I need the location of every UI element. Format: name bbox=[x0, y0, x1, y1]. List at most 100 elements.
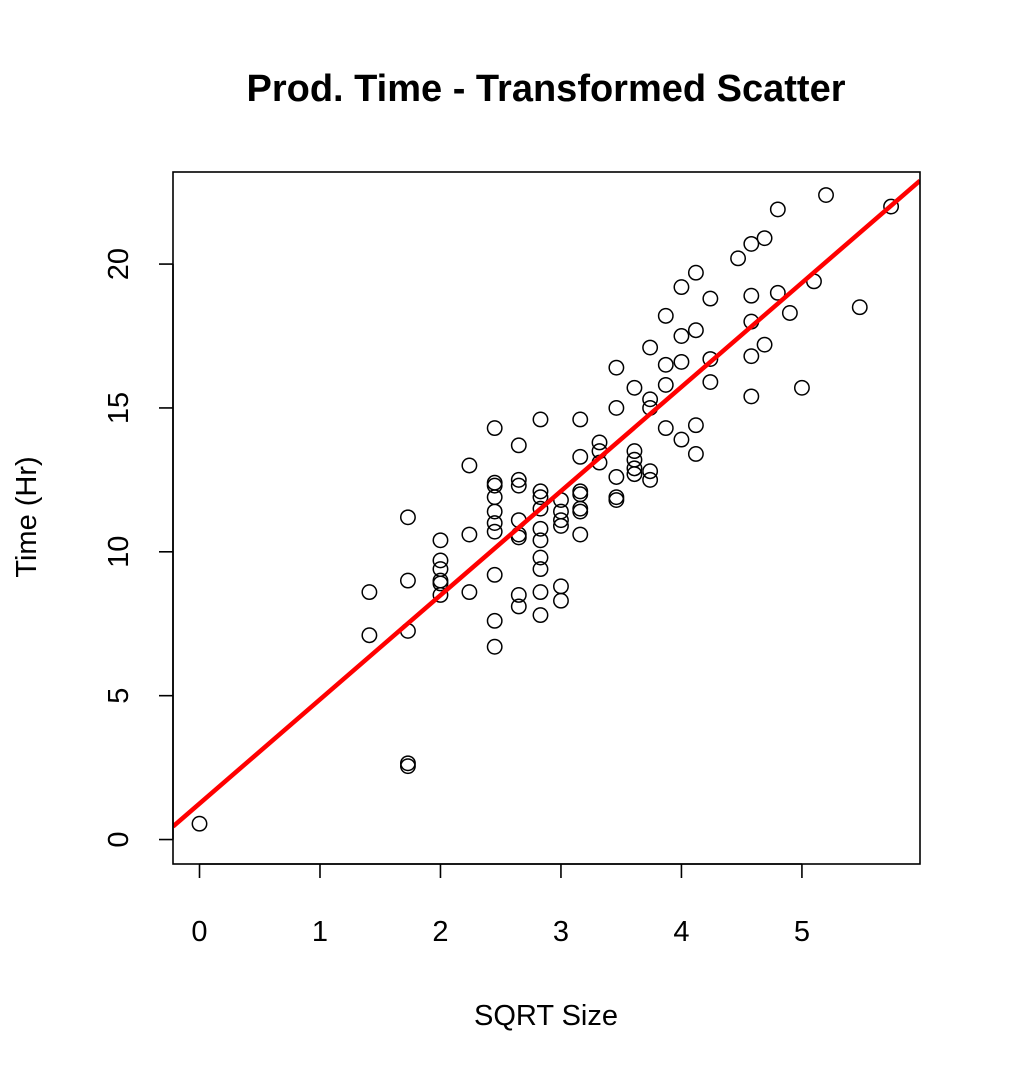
data-point-89 bbox=[702, 351, 719, 367]
data-point-104 bbox=[818, 187, 834, 203]
data-point-20 bbox=[486, 523, 503, 540]
data-point-95 bbox=[743, 287, 760, 304]
data-point-83 bbox=[673, 279, 690, 296]
data-point-90 bbox=[702, 290, 719, 307]
data-point-100 bbox=[769, 201, 786, 218]
data-point-0 bbox=[191, 815, 208, 832]
y-tick-label: 20 bbox=[103, 248, 135, 280]
data-point-21 bbox=[486, 515, 503, 531]
data-point-13 bbox=[432, 532, 449, 549]
data-point-98 bbox=[756, 230, 773, 247]
x-axis: 0 1 2 3 4 5 bbox=[191, 863, 810, 948]
data-point-2 bbox=[361, 584, 378, 601]
data-point-87 bbox=[687, 264, 704, 281]
data-point-17 bbox=[486, 638, 503, 655]
chart-title: Prod. Time - Transformed Scatter bbox=[246, 68, 845, 110]
x-tick-label: 0 bbox=[191, 916, 207, 948]
data-point-7 bbox=[399, 509, 416, 526]
data-point-49 bbox=[553, 503, 569, 520]
data-point-16 bbox=[461, 457, 478, 474]
data-point-55 bbox=[572, 483, 589, 500]
data-point-12 bbox=[432, 552, 449, 569]
data-point-35 bbox=[532, 607, 549, 624]
data-point-106 bbox=[883, 198, 900, 215]
y-axis: 0 5 10 15 20 bbox=[103, 248, 174, 848]
data-point-44 bbox=[532, 411, 549, 428]
data-point-64 bbox=[608, 399, 625, 416]
data-point-45 bbox=[553, 592, 569, 609]
regression-line bbox=[173, 178, 920, 829]
data-point-51 bbox=[572, 526, 589, 543]
data-point-99 bbox=[769, 284, 786, 301]
data-point-63 bbox=[608, 469, 625, 485]
data-points bbox=[191, 187, 900, 832]
data-point-1 bbox=[361, 627, 378, 644]
data-point-80 bbox=[673, 431, 690, 448]
data-point-68 bbox=[626, 451, 643, 468]
data-point-71 bbox=[642, 471, 659, 488]
data-point-92 bbox=[743, 388, 760, 405]
data-point-82 bbox=[673, 328, 690, 344]
data-point-88 bbox=[702, 374, 719, 390]
data-point-96 bbox=[743, 235, 760, 252]
y-tick-label: 0 bbox=[103, 831, 135, 847]
data-point-6 bbox=[399, 572, 416, 589]
data-point-11 bbox=[432, 561, 449, 578]
data-point-33 bbox=[510, 471, 527, 488]
data-point-32 bbox=[510, 477, 527, 494]
data-point-93 bbox=[743, 348, 760, 365]
data-point-39 bbox=[532, 532, 549, 549]
data-point-70 bbox=[626, 379, 643, 396]
data-point-69 bbox=[626, 443, 643, 460]
data-point-67 bbox=[626, 460, 643, 477]
data-point-72 bbox=[642, 463, 659, 480]
data-point-86 bbox=[687, 322, 704, 339]
x-tick-label: 1 bbox=[312, 916, 328, 948]
data-point-38 bbox=[532, 549, 549, 566]
data-point-77 bbox=[657, 376, 674, 393]
x-axis-label: SQRT Size bbox=[474, 1000, 618, 1032]
data-point-18 bbox=[486, 612, 503, 629]
y-tick-label: 5 bbox=[103, 688, 135, 704]
data-point-65 bbox=[608, 359, 625, 376]
data-point-46 bbox=[553, 578, 569, 595]
data-point-56 bbox=[572, 448, 589, 465]
data-point-25 bbox=[486, 474, 503, 491]
data-point-62 bbox=[608, 489, 625, 506]
data-point-19 bbox=[486, 566, 503, 583]
data-point-41 bbox=[532, 500, 549, 517]
data-point-43 bbox=[532, 483, 549, 500]
data-point-4 bbox=[399, 755, 416, 772]
data-point-40 bbox=[532, 520, 549, 537]
data-point-79 bbox=[657, 307, 674, 324]
data-point-91 bbox=[730, 250, 747, 267]
data-point-14 bbox=[461, 584, 478, 601]
x-tick-label: 4 bbox=[673, 916, 689, 948]
data-point-78 bbox=[657, 356, 674, 373]
y-tick-label: 15 bbox=[103, 392, 135, 424]
data-point-60 bbox=[591, 434, 608, 451]
data-point-26 bbox=[486, 420, 503, 437]
data-point-84 bbox=[687, 446, 704, 462]
data-point-76 bbox=[657, 420, 674, 437]
y-axis-label: Time (Hr) bbox=[11, 456, 43, 577]
data-point-34 bbox=[510, 437, 527, 454]
data-point-105 bbox=[851, 299, 868, 316]
x-tick-label: 2 bbox=[432, 916, 448, 948]
fit-line-group bbox=[173, 178, 920, 829]
data-point-42 bbox=[532, 489, 549, 506]
data-point-101 bbox=[781, 305, 798, 321]
data-point-102 bbox=[793, 379, 810, 396]
data-point-27 bbox=[510, 598, 527, 615]
data-point-15 bbox=[461, 526, 478, 543]
data-point-28 bbox=[510, 587, 527, 603]
y-tick-label: 10 bbox=[103, 536, 135, 568]
data-point-85 bbox=[687, 417, 704, 434]
data-point-81 bbox=[673, 353, 690, 370]
data-point-74 bbox=[642, 391, 659, 408]
x-tick-label: 3 bbox=[553, 916, 569, 948]
data-point-57 bbox=[572, 411, 589, 428]
data-point-48 bbox=[553, 512, 569, 529]
data-point-10 bbox=[432, 572, 449, 589]
